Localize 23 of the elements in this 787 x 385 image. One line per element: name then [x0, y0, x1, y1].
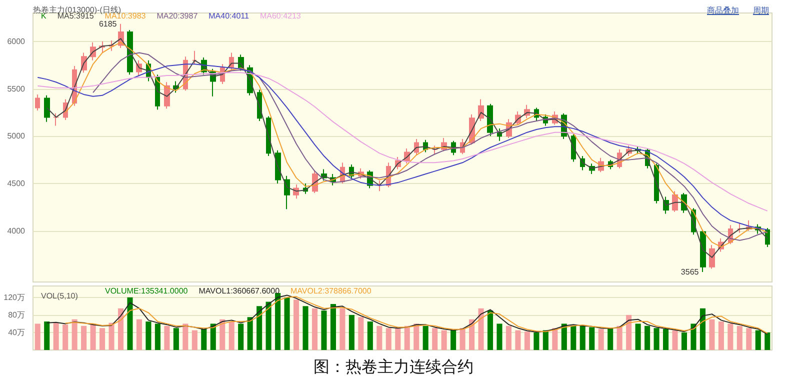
annotation: 6185 [98, 19, 118, 28]
text: MA60:4213 [260, 12, 302, 20]
y-tick-label: 40万 [8, 328, 25, 337]
y-tick-label: 5000 [7, 132, 26, 141]
y-tick-label: 80万 [8, 310, 25, 320]
annotation: 周期 [753, 6, 769, 15]
y-tick-label: 5500 [7, 84, 26, 94]
annotation: 商品叠加 [707, 6, 739, 15]
y-tick-label: 4500 [7, 178, 26, 188]
text: MA20:3987 [156, 12, 198, 20]
series-label: MAVOL1:360667.6000 [198, 286, 280, 296]
series-label: VOLUME:135341.0000 [105, 286, 188, 296]
legend-title: VOL(5,10) [41, 292, 78, 300]
y-tick-label: 4000 [7, 226, 26, 236]
y-tick-label: 120万 [4, 292, 25, 302]
series-label: MAVOL2:378866.7000 [290, 286, 372, 296]
y-tick-label: 6000 [7, 36, 26, 46]
text: 图：热卷主力连续合约 [312, 357, 474, 378]
text: MA40:4011 [208, 12, 250, 20]
annotation: 3565 [680, 268, 700, 277]
text: MA10:3983 [104, 12, 146, 20]
text: MA5:3915 [57, 12, 94, 20]
chart-title: 热卷主力(013000)-(日线) [33, 6, 122, 14]
